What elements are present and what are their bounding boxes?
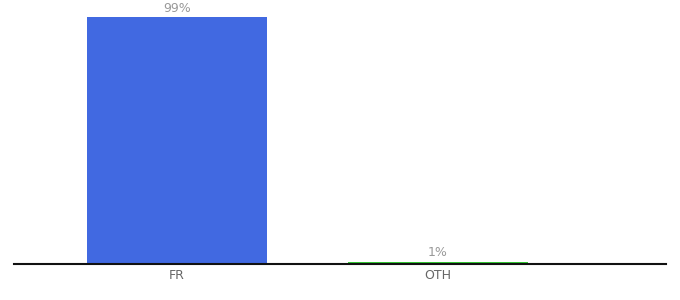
- Bar: [87, 16, 267, 264]
- Bar: [348, 262, 528, 264]
- Text: 99%: 99%: [163, 2, 190, 14]
- Text: 1%: 1%: [428, 247, 448, 260]
